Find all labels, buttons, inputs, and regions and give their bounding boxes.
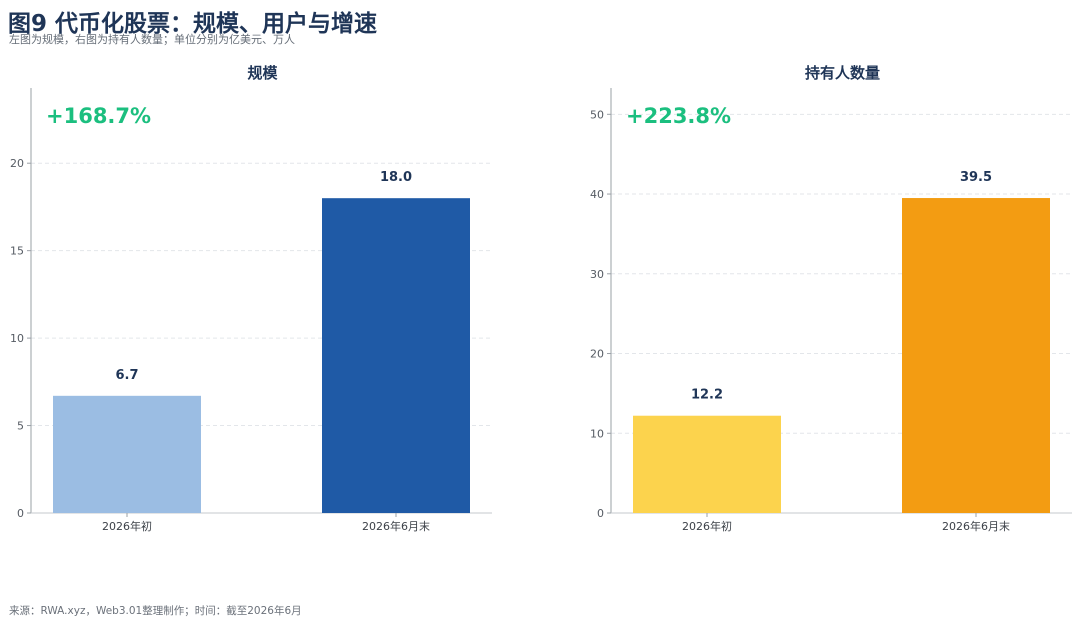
growth-annotation: +223.8% — [626, 104, 731, 128]
y-tick-label: 30 — [590, 268, 604, 281]
bar — [633, 415, 781, 513]
y-tick-label: 50 — [590, 108, 604, 121]
data-label: 39.5 — [960, 170, 992, 185]
y-tick-label: 40 — [590, 188, 604, 201]
page-title: 图9 代币化股票：规模、用户与增速 — [8, 11, 378, 37]
bar — [53, 395, 201, 513]
y-tick-label: 10 — [590, 427, 604, 440]
growth-annotation: +168.7% — [46, 104, 151, 128]
y-tick-label: 20 — [10, 157, 24, 170]
x-tick-label: 2026年初 — [102, 519, 152, 533]
source-note: 来源：RWA.xyz，Web3.01整理制作；时间：截至2026年6月 — [9, 605, 302, 617]
data-label: 18.0 — [380, 170, 412, 185]
y-tick-label: 10 — [10, 332, 24, 345]
data-label: 12.2 — [691, 388, 723, 403]
x-tick-label: 2026年初 — [682, 519, 732, 533]
y-tick-label: 20 — [590, 348, 604, 361]
y-tick-label: 15 — [10, 245, 24, 258]
bar — [322, 198, 470, 513]
x-tick-label: 2026年6月末 — [362, 519, 430, 533]
x-tick-label: 2026年6月末 — [942, 519, 1010, 533]
y-tick-label: 5 — [17, 420, 24, 433]
holders-chart: 持有人数量 0 10 20 30 40 50 12.2 2026年初 39.5 2026年6月末 +2… — [590, 64, 1072, 533]
bar — [902, 198, 1050, 513]
page-subtitle: 左图为规模，右图为持有人数量；单位分别为亿美元、万人 — [9, 33, 295, 46]
chart-title: 规模 — [247, 64, 278, 82]
y-tick-label: 0 — [597, 507, 604, 520]
chart-title: 持有人数量 — [805, 64, 880, 82]
scale-chart: 规模 0 5 10 15 20 6.7 2026年初 18.0 2026年6月末 +168.7% — [10, 64, 492, 533]
y-tick-label: 0 — [17, 507, 24, 520]
data-label: 6.7 — [115, 368, 138, 383]
